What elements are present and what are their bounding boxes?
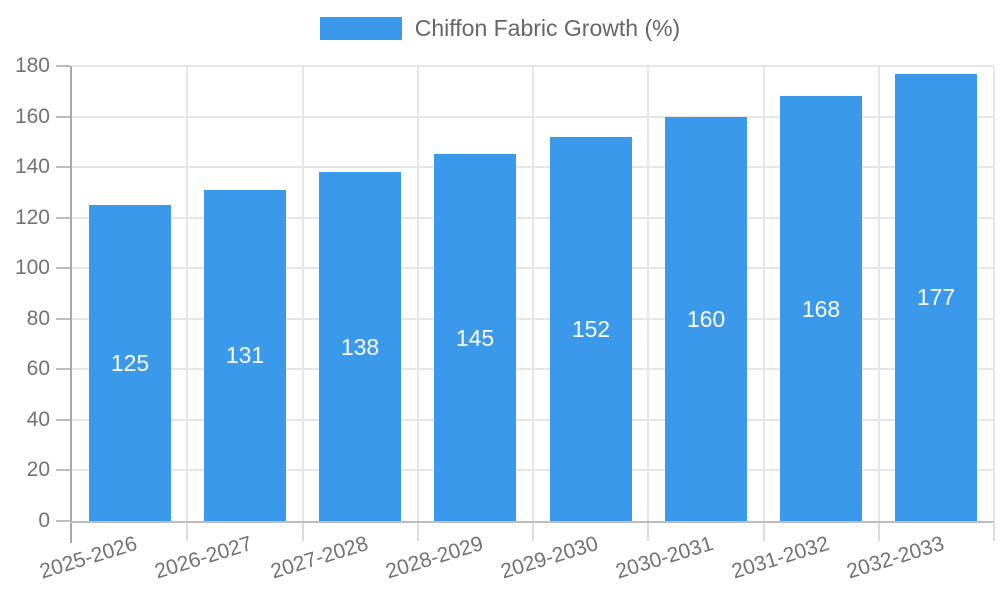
bar-value-label: 125 <box>110 350 150 376</box>
bar[interactable]: 160 <box>665 116 747 521</box>
gridline-vertical <box>877 66 880 521</box>
x-axis-tick <box>301 523 304 541</box>
y-axis-tick <box>56 469 70 472</box>
y-axis-label: 0 <box>38 509 50 532</box>
y-axis-tick <box>56 166 70 169</box>
bar-value-label: 160 <box>686 305 726 332</box>
gridline-vertical <box>647 66 650 521</box>
gridline-vertical <box>532 66 534 521</box>
bar-value-label: 168 <box>801 295 841 322</box>
y-axis-tick <box>56 317 70 320</box>
legend-label: Chiffon Fabric Growth (%) <box>414 15 681 41</box>
y-axis-label: 180 <box>14 54 50 77</box>
gridline-vertical <box>301 66 304 521</box>
y-axis-tick <box>56 418 70 421</box>
x-axis-label: 2025-2026 <box>37 532 141 584</box>
bar[interactable]: 152 <box>550 136 632 521</box>
y-axis-label: 80 <box>26 306 50 330</box>
x-axis-tick <box>416 523 419 541</box>
x-axis-tick <box>647 523 650 541</box>
x-axis-label: 2026-2027 <box>152 532 256 584</box>
bar[interactable]: 138 <box>319 172 401 521</box>
bar-value-label: 145 <box>455 324 495 351</box>
x-axis-label: 2032-2033 <box>844 532 947 584</box>
y-axis-tick <box>56 115 70 118</box>
bar[interactable]: 168 <box>780 96 862 521</box>
x-axis-line <box>70 521 994 523</box>
x-axis-tick <box>532 523 534 541</box>
gridline-vertical <box>416 66 419 521</box>
x-axis-tick <box>877 523 880 541</box>
y-axis-tick <box>56 520 70 522</box>
y-axis-label: 120 <box>14 205 50 229</box>
y-axis-label: 20 <box>26 458 50 482</box>
y-axis-label: 160 <box>14 104 50 128</box>
gridline-vertical <box>993 66 995 521</box>
legend-swatch-icon <box>319 17 402 40</box>
bar[interactable]: 145 <box>434 154 516 521</box>
x-axis-label: 2027-2028 <box>267 532 371 584</box>
y-axis-label: 60 <box>26 357 50 381</box>
x-axis-label: 2030-2031 <box>613 532 717 584</box>
y-axis-tick <box>56 267 70 270</box>
y-axis-line <box>70 66 72 543</box>
x-axis-label: 2031-2032 <box>728 532 832 584</box>
bar-value-label: 152 <box>571 315 611 342</box>
bar-value-label: 177 <box>916 284 956 311</box>
y-axis-label: 140 <box>14 155 50 179</box>
bar-value-label: 138 <box>340 333 380 360</box>
gridline-vertical <box>762 66 765 521</box>
x-axis-label: 2029-2030 <box>498 532 602 584</box>
y-axis-label: 100 <box>14 256 50 280</box>
bar[interactable]: 177 <box>895 73 977 521</box>
bar-value-label: 131 <box>225 342 265 369</box>
y-axis-tick <box>56 65 70 67</box>
y-axis-tick <box>56 368 70 371</box>
x-axis-tick <box>993 523 995 541</box>
x-axis-tick <box>762 523 765 541</box>
y-axis-tick <box>56 216 70 219</box>
x-axis-label: 2028-2029 <box>383 532 486 584</box>
bar[interactable]: 125 <box>89 205 171 521</box>
bar[interactable]: 131 <box>204 189 286 521</box>
gridline-vertical <box>186 66 189 521</box>
y-axis-label: 40 <box>26 407 50 431</box>
legend-item[interactable]: Chiffon Fabric Growth (%) <box>0 15 1000 42</box>
x-axis-tick <box>186 523 189 541</box>
